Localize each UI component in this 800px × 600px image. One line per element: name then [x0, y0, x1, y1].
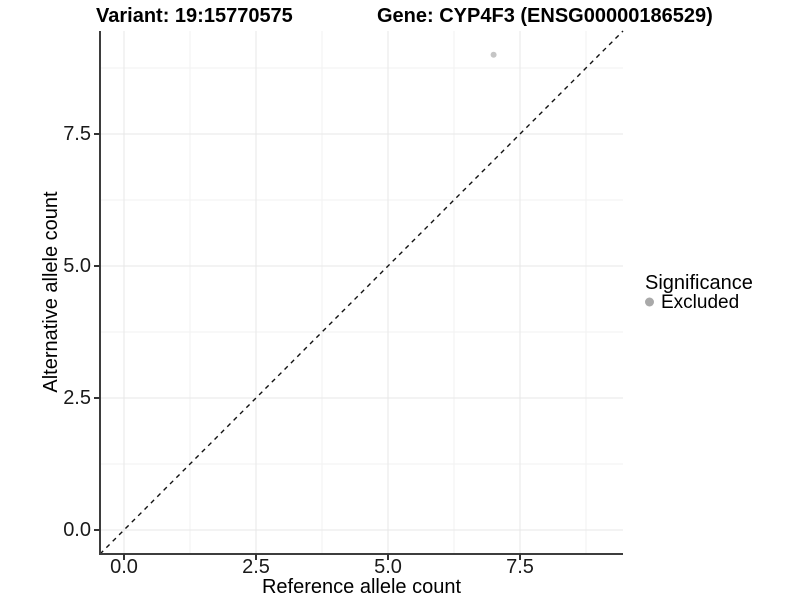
data-points-layer — [490, 51, 497, 58]
y-tick-label-0: 0.0 — [63, 519, 91, 541]
legend-key-dot — [645, 297, 654, 307]
legend-title: Significance — [645, 272, 753, 294]
plot-title-gene: Gene: CYP4F3 (ENSG00000186529) — [377, 5, 713, 27]
x-tick-label-0: 0.0 — [110, 556, 138, 578]
x-tick-label-2: 5.0 — [374, 556, 402, 578]
y-tick-label-3: 7.5 — [63, 123, 91, 145]
identity-dashed-line — [99, 30, 624, 555]
legend-item-label-excluded: Excluded — [661, 292, 740, 313]
x-tick-label-3: 7.5 — [506, 556, 534, 578]
data-point — [490, 51, 497, 58]
x-axis-title: Reference allele count — [261, 576, 461, 598]
y-tick-label-2: 5.0 — [63, 255, 91, 277]
x-tick-marks — [123, 554, 521, 560]
grid-minor — [100, 31, 623, 554]
y-axis-title: Alternative allele count — [40, 191, 62, 393]
y-tick-label-1: 2.5 — [63, 387, 91, 409]
y-tick-marks — [94, 133, 100, 531]
plot-title-variant: Variant: 19:15770575 — [96, 5, 293, 27]
x-tick-label-1: 2.5 — [242, 556, 270, 578]
grid-major — [100, 31, 623, 554]
